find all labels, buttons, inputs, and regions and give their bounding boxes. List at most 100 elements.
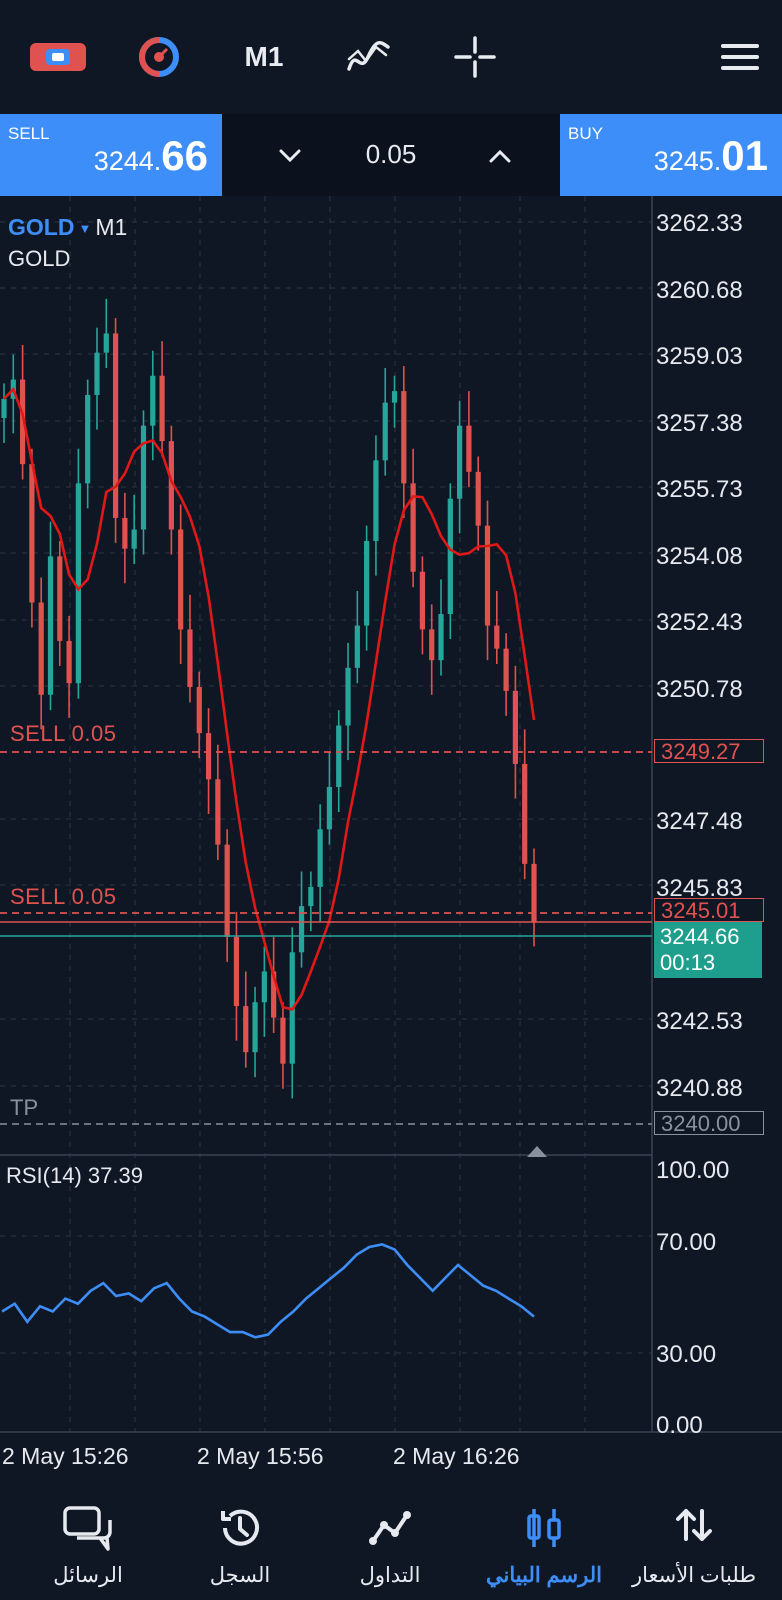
candle	[354, 625, 360, 668]
candle	[522, 763, 528, 864]
candle	[531, 863, 537, 922]
nav-label: طلبات الأسعار	[631, 1564, 757, 1587]
timeframe-button[interactable]: M1	[244, 41, 284, 72]
volume-value[interactable]: 0.05	[365, 139, 417, 169]
candle	[159, 375, 165, 442]
nav-messages[interactable]: الرسائل	[10, 1483, 166, 1600]
order-label-2: SELL 0.05	[10, 884, 117, 909]
candle	[75, 483, 81, 684]
one-click-trade-bar: SELL 3244.66 0.05 BUY 3245.01	[0, 114, 782, 196]
candle	[38, 602, 44, 695]
candle	[224, 844, 230, 937]
chevron-down-icon	[279, 149, 301, 163]
candle	[47, 556, 54, 695]
price-tick: 3240.88	[656, 1075, 743, 1102]
candle	[57, 556, 63, 641]
trade-ticket-icon[interactable]	[28, 30, 88, 84]
nav-chart[interactable]: الرسم البياني	[466, 1483, 622, 1600]
candle	[429, 629, 435, 661]
price-tick: 3254.08	[656, 543, 743, 570]
rsi-line	[1, 1243, 535, 1339]
menu-icon[interactable]	[718, 30, 762, 84]
candle	[298, 906, 305, 953]
nav-label: الرسائل	[53, 1564, 123, 1587]
time-label: 2 May 15:26	[2, 1443, 129, 1469]
caret-down-icon: ▼	[78, 221, 92, 237]
moving-average-line	[3, 386, 536, 1011]
rsi-tick: 30.00	[656, 1341, 717, 1368]
candle	[252, 1002, 258, 1053]
chart-icon	[527, 1509, 561, 1547]
candle	[503, 648, 509, 691]
price-tick: 3259.03	[656, 343, 743, 370]
one-click-icon[interactable]	[134, 30, 184, 84]
price-chart[interactable]	[0, 196, 782, 1483]
candle	[345, 667, 351, 726]
candle	[122, 517, 128, 549]
nav-history[interactable]: السجل	[162, 1483, 318, 1600]
bottom-navigation: الرسائل السجل التداول الرسم البياني طلبا…	[0, 1483, 782, 1600]
candle	[419, 571, 426, 630]
candle	[66, 640, 72, 684]
price-tick: 3245.83	[656, 875, 743, 902]
candle	[447, 498, 453, 615]
price-tick: 3262.33	[656, 210, 743, 237]
sell-order-price-tag: 3249.27	[654, 739, 764, 764]
buy-label: BUY	[568, 124, 603, 143]
candle	[512, 690, 519, 764]
nav-label: الرسم البياني	[486, 1564, 602, 1587]
candle	[215, 779, 221, 845]
volume-control: 0.05	[222, 114, 560, 196]
indicators-icon[interactable]	[344, 30, 394, 84]
chevron-up-icon	[489, 149, 511, 163]
history-icon	[221, 1509, 259, 1546]
rsi-tick: 0.00	[656, 1412, 703, 1439]
candle	[382, 402, 388, 461]
candle	[280, 1017, 286, 1064]
nav-label: التداول	[359, 1564, 421, 1587]
buy-price: 3245.01	[653, 132, 768, 179]
candle	[364, 541, 370, 626]
top-toolbar: M1	[0, 0, 782, 115]
candle	[484, 525, 491, 626]
candle	[308, 886, 314, 907]
trade-icon	[369, 1511, 411, 1545]
tp-label: TP	[10, 1095, 39, 1120]
volume-decrease-button[interactable]	[270, 136, 310, 176]
nav-label: السجل	[209, 1564, 271, 1587]
messages-icon	[63, 1506, 112, 1551]
sell-price: 3244.66	[93, 132, 208, 179]
crosshair-icon[interactable]	[452, 30, 498, 84]
scroll-marker-icon	[527, 1146, 547, 1157]
candle	[168, 441, 174, 530]
quotes-icon	[676, 1509, 712, 1541]
nav-trade[interactable]: التداول	[312, 1483, 468, 1600]
sell-label: SELL	[8, 124, 50, 143]
price-tick: 3260.68	[656, 277, 743, 304]
candle	[317, 829, 323, 887]
candle	[336, 725, 342, 787]
candle	[401, 391, 407, 484]
time-label: 2 May 15:56	[197, 1443, 324, 1469]
price-tick: 3242.53	[656, 1008, 743, 1035]
chart-symbol[interactable]: GOLD ▼ M1	[8, 214, 128, 240]
nav-quotes[interactable]: طلبات الأسعار	[616, 1483, 772, 1600]
candle	[326, 786, 333, 830]
candle	[243, 1006, 249, 1053]
volume-increase-button[interactable]	[480, 136, 520, 176]
price-tick: 3247.48	[656, 808, 743, 835]
sell-button[interactable]: SELL 3244.66	[0, 114, 222, 196]
buy-button[interactable]: BUY 3245.01	[560, 114, 782, 196]
candle	[150, 375, 156, 426]
candle	[112, 333, 119, 518]
candle	[29, 464, 35, 603]
candle	[373, 460, 379, 542]
candle	[103, 333, 109, 353]
candle-countdown: 00:13	[660, 950, 716, 975]
candle	[466, 425, 472, 472]
candle	[19, 379, 26, 465]
price-tick: 3250.78	[656, 676, 743, 703]
candle	[94, 352, 100, 395]
candle	[178, 529, 184, 630]
candle	[196, 687, 202, 734]
